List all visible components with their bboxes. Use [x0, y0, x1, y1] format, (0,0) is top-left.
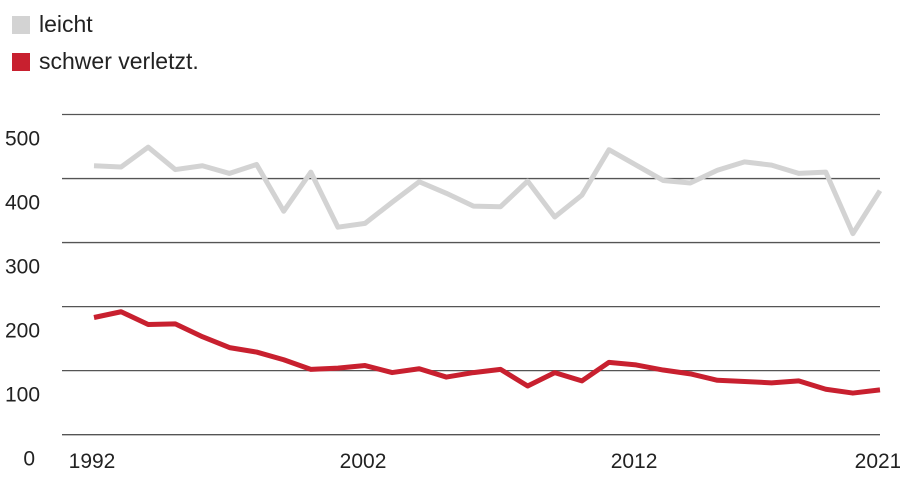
- x-tick-label-2012: 2012: [611, 450, 658, 473]
- y-tick-label-0: 0: [23, 448, 35, 471]
- legend-label-schwer-verletzt: schwer verletzt.: [39, 48, 199, 74]
- x-tick-label-1992: 1992: [69, 450, 116, 473]
- y-tick-label-200: 200: [5, 320, 40, 343]
- x-tick-label-2021: 2021: [855, 450, 900, 473]
- series-line-leicht: [93, 144, 883, 237]
- legend-label-leicht: leicht: [39, 11, 93, 37]
- legend-swatch-schwer-verletzt: [12, 52, 30, 71]
- series-line-schwer-verletzt: [93, 309, 881, 396]
- y-tick-label-500: 500: [5, 128, 40, 151]
- legend-item-schwer-verletzt: schwer verletzt.: [12, 43, 199, 80]
- legend-swatch-leicht: [12, 15, 30, 34]
- x-tick-label-2002: 2002: [340, 450, 387, 473]
- legend: leicht schwer verletzt.: [12, 6, 199, 80]
- y-tick-label-100: 100: [5, 384, 40, 407]
- y-tick-label-300: 300: [5, 256, 40, 279]
- legend-item-leicht: leicht: [12, 6, 199, 43]
- y-tick-label-400: 400: [5, 192, 40, 215]
